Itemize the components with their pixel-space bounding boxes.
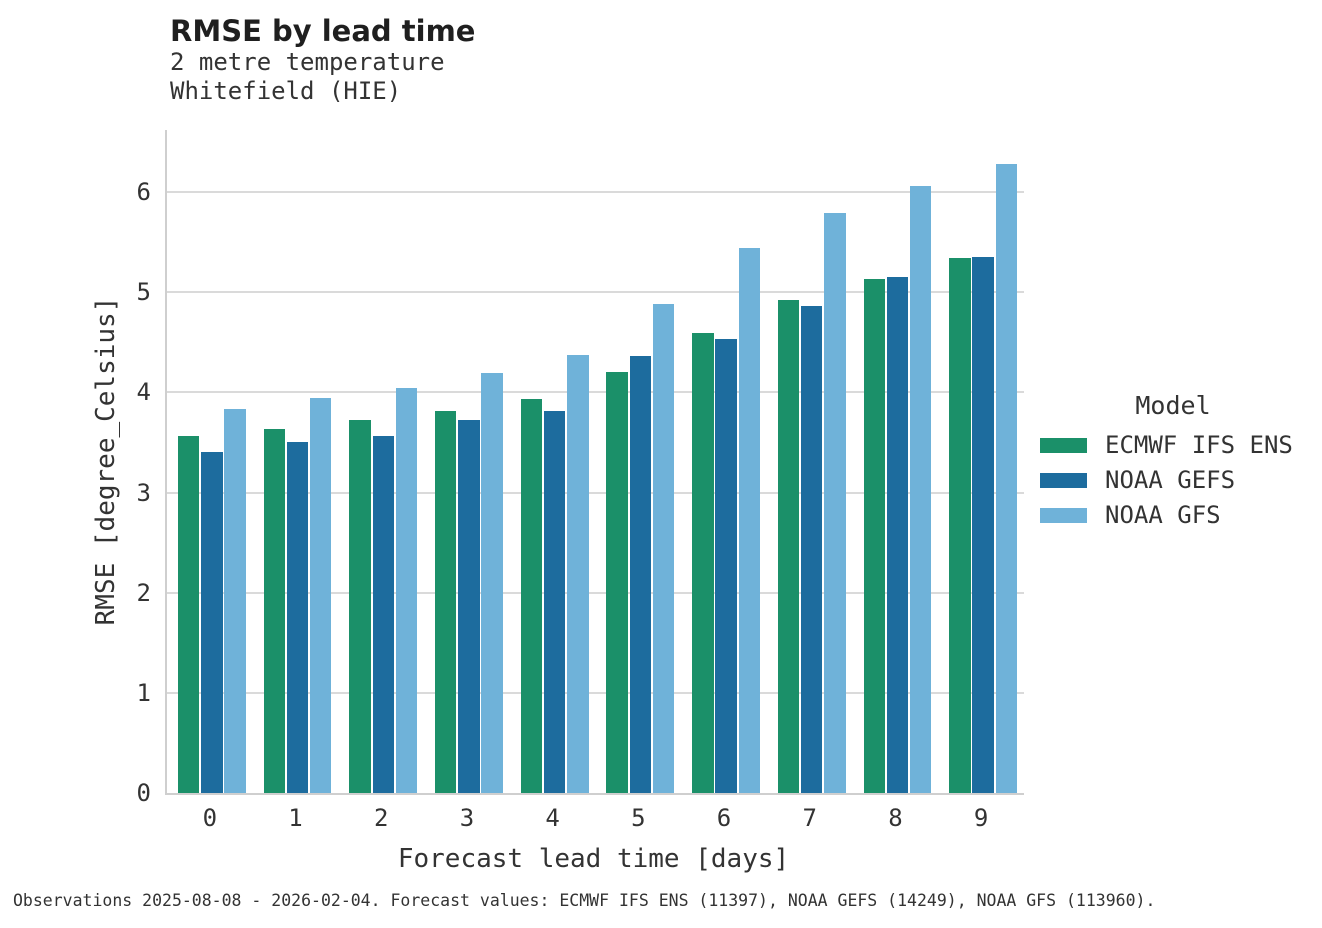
bar-noaa-gefs-lead-1	[286, 442, 309, 793]
bar-ecmwf-ifs-ens-lead-6	[692, 333, 714, 793]
bar-noaa-gefs-lead-4	[543, 411, 566, 793]
legend-title: Model	[1135, 391, 1211, 420]
bar-ecmwf-ifs-ens-lead-7	[777, 300, 800, 793]
bar-ecmwf-ifs-ens-lead-2	[349, 420, 371, 793]
x-tick-label-8: 8	[888, 804, 903, 832]
bar-noaa-gfs-lead-5	[652, 304, 675, 793]
bar-noaa-gfs-lead-2	[395, 388, 418, 793]
y-tick-label-6: 6	[136, 178, 151, 207]
plot-area: 0 1 2 3 4 5 6 0 1 2 3 4 5 6 7 8 9	[137, 130, 1024, 831]
bar-ecmwf-ifs-ens-lead-4	[520, 399, 543, 793]
bar-noaa-gefs-lead-8	[886, 277, 909, 793]
bar-ecmwf-ifs-ens-lead-5	[606, 372, 628, 793]
x-tick-label-5: 5	[631, 804, 646, 832]
y-tick-label-5: 5	[136, 278, 151, 307]
gridline-4	[167, 391, 1024, 394]
x-tick-label-1: 1	[288, 804, 303, 832]
y-tick-label-2: 2	[136, 578, 151, 607]
y-tick-label-0: 0	[136, 779, 151, 807]
gridline-5	[167, 291, 1024, 294]
gridline-3	[167, 491, 1024, 494]
bar-noaa-gfs-lead-6	[738, 248, 760, 793]
x-tick-label-7: 7	[802, 804, 817, 832]
chart-title: RMSE by lead time	[170, 14, 476, 48]
bar-ecmwf-ifs-ens-lead-1	[263, 429, 286, 793]
legend-entry-noaa-gefs: NOAA GEFS	[1040, 468, 1306, 492]
bar-noaa-gefs-lead-9	[972, 257, 994, 793]
gridline-2	[167, 591, 1024, 594]
bar-noaa-gefs-lead-5	[629, 356, 652, 793]
legend-swatch-icon	[1040, 437, 1087, 453]
bar-noaa-gfs-lead-8	[909, 186, 932, 793]
bar-noaa-gfs-lead-4	[567, 355, 589, 793]
y-tick-label-4: 4	[136, 378, 151, 407]
bar-noaa-gefs-lead-6	[715, 339, 737, 793]
gridline-1	[167, 691, 1024, 694]
bar-noaa-gefs-lead-2	[372, 436, 394, 793]
y-axis-title: RMSE [degree_Celsius]	[91, 296, 121, 626]
bar-noaa-gfs-lead-9	[995, 164, 1018, 793]
legend-swatch-icon	[1040, 507, 1087, 523]
bar-ecmwf-ifs-ens-lead-9	[949, 258, 971, 793]
legend-entry-label: NOAA GEFS	[1105, 466, 1236, 494]
y-tick-label-1: 1	[136, 678, 151, 707]
y-tick-label-3: 3	[136, 478, 151, 507]
x-tick-label-6: 6	[716, 804, 732, 832]
legend-entry-label: NOAA GFS	[1105, 501, 1221, 529]
legend-entry-label: ECMWF IFS ENS	[1105, 431, 1293, 459]
x-tick-label-0: 0	[202, 804, 218, 832]
bar-ecmwf-ifs-ens-lead-3	[435, 411, 457, 793]
bar-noaa-gefs-lead-0	[201, 451, 223, 793]
legend-swatch-icon	[1040, 472, 1087, 488]
legend: Model ECMWF IFS ENS NOAA GEFS NOAA GFS	[1040, 392, 1306, 538]
legend-entry-ecmwf-ifs-ens: ECMWF IFS ENS	[1040, 433, 1306, 457]
x-tick-label-4: 4	[545, 804, 560, 832]
x-axis-title: Forecast lead time [days]	[397, 844, 790, 874]
bar-noaa-gefs-lead-3	[458, 420, 480, 793]
bar-ecmwf-ifs-ens-lead-8	[863, 279, 885, 793]
x-tick-label-3: 3	[459, 804, 475, 832]
chart-subtitle-station: Whitefield (HIE)	[170, 77, 402, 105]
chart-header: RMSE by lead time 2 metre temperature Wh…	[170, 14, 475, 106]
legend-entry-noaa-gfs: NOAA GFS	[1040, 503, 1306, 527]
legend-entries: ECMWF IFS ENS NOAA GEFS NOAA GFS	[1040, 433, 1306, 527]
bar-noaa-gfs-lead-7	[824, 213, 846, 793]
bar-noaa-gefs-lead-7	[801, 306, 823, 793]
bar-ecmwf-ifs-ens-lead-0	[177, 436, 200, 793]
chart-subtitle-variable: 2 metre temperature	[170, 48, 445, 76]
x-tick-label-9: 9	[973, 804, 989, 832]
bar-noaa-gfs-lead-0	[224, 409, 246, 793]
bar-noaa-gfs-lead-1	[310, 398, 332, 793]
x-tick-label-2: 2	[374, 804, 389, 832]
gridline-6	[167, 191, 1024, 194]
bar-noaa-gfs-lead-3	[481, 373, 503, 793]
footnote: Observations 2025-08-08 - 2026-02-04. Fo…	[13, 891, 1156, 910]
